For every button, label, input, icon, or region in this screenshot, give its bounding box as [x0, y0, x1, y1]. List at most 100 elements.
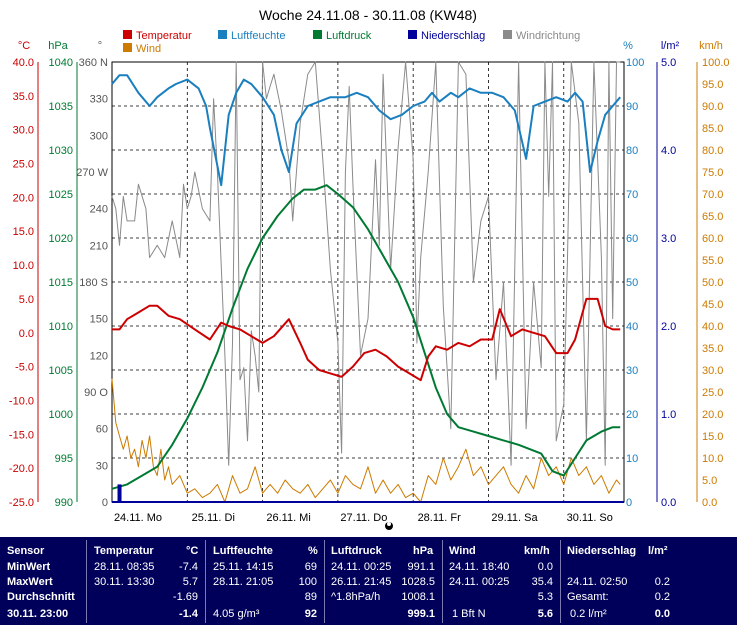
rain-tick-label: 1.0	[661, 409, 676, 421]
table-row: MaxWert 30.11. 13:30 5.7 28.11. 21:05 10…	[0, 576, 737, 591]
press-axis-unit: hPa	[48, 40, 68, 52]
temp-tick-label: 5.0	[19, 294, 34, 306]
cell: 24.11. 00:25	[449, 576, 510, 588]
row-label: MinWert	[7, 561, 51, 573]
row-label: Durchschnitt	[7, 591, 75, 603]
grid	[112, 62, 624, 502]
header-wind-unit: km/h	[524, 545, 550, 557]
dir-tick-label: 60	[96, 424, 108, 436]
wind-tick-label: 55.0	[702, 255, 723, 267]
cell: 0.2	[654, 591, 670, 603]
x-tick-label: 30.11. So	[567, 512, 613, 524]
cell: 1028.5	[401, 576, 435, 588]
chart-title: Woche 24.11.08 - 30.11.08 (KW48)	[259, 7, 477, 23]
cell: 35.4	[531, 576, 553, 588]
cell: 69	[304, 561, 317, 573]
row-label: 30.11. 23:00	[7, 608, 69, 620]
cell: 24.11. 18:40	[449, 561, 510, 573]
cell: 5.7	[182, 576, 198, 588]
rain-bar	[117, 484, 122, 502]
cell: -1.69	[172, 591, 198, 603]
temp-tick-label: 30.0	[13, 125, 34, 137]
cell: 0.0	[537, 561, 553, 573]
press-tick-label: 1000	[49, 409, 73, 421]
cell: 5.6	[537, 608, 553, 620]
temp-tick-label: -10.0	[9, 395, 34, 407]
series-line-temperatur	[112, 297, 621, 382]
header-rain: Niederschlag	[567, 545, 637, 557]
rain-tick-label: 0.0	[661, 497, 676, 509]
temp-tick-label: 15.0	[13, 226, 34, 238]
press-tick-label: 1035	[49, 101, 73, 113]
cell: -7.4	[179, 561, 198, 573]
dir-tick-label: 240	[90, 204, 108, 216]
dir-tick-label: 330	[90, 94, 108, 106]
cell: 0.2 l/m²	[570, 608, 607, 620]
wind-tick-label: 90.0	[702, 101, 723, 113]
wind-axis-unit: km/h	[699, 40, 723, 52]
hum-tick-label: 60	[626, 233, 638, 245]
legend-label: Windrichtung	[516, 30, 580, 42]
legend-swatch	[218, 30, 227, 39]
header-temp-unit: °C	[186, 545, 199, 557]
hum-tick-label: 0	[626, 497, 632, 509]
hum-tick-label: 40	[626, 321, 638, 333]
legend-swatch	[123, 30, 132, 39]
wind-tick-label: 30.0	[702, 365, 723, 377]
wind-tick-label: 25.0	[702, 387, 723, 399]
cell: 24.11. 02:50	[567, 576, 628, 588]
press-tick-label: 1010	[49, 321, 73, 333]
right-axes: %1009080706050403020100l/m²5.04.03.02.01…	[623, 40, 729, 509]
wind-tick-label: 15.0	[702, 431, 723, 443]
series-line-wind	[111, 378, 621, 503]
header-wind: Wind	[449, 545, 476, 557]
dir-tick-label: 150	[90, 314, 108, 326]
dir-tick-label: 120	[90, 350, 108, 362]
press-tick-label: 1030	[49, 145, 73, 157]
left-axes: °C 40.0 35.0 30.0 25.0 20.0 15.0 10.0 5.0 0.0 -5.0…	[9, 40, 109, 509]
legend-swatch	[123, 43, 132, 52]
cell: 25.11. 14:15	[213, 561, 274, 573]
current-time-marker	[385, 522, 393, 530]
cell: -1.4	[179, 608, 198, 620]
header-press: Luftdruck	[331, 545, 382, 557]
header-press-unit: hPa	[413, 545, 434, 557]
weather-chart: Woche 24.11.08 - 30.11.08 (KW48) Tempera…	[9, 7, 730, 530]
press-tick-label: 1005	[49, 365, 73, 377]
table-header: Sensor Temperatur °C Luftfeuchte % Luftd…	[0, 545, 737, 560]
cell: 30.11. 13:30	[94, 576, 155, 588]
cell: 26.11. 21:45	[331, 576, 392, 588]
header-temp: Temperatur	[94, 545, 154, 557]
header-sensor: Sensor	[7, 545, 45, 557]
cell: 999.1	[407, 608, 435, 620]
cell: 0.2	[654, 576, 670, 588]
dir-tick-label: 90 O	[84, 387, 108, 399]
cell: ^1.8hPa/h	[331, 591, 381, 603]
cell: 100	[298, 576, 317, 588]
legend-swatch	[313, 30, 322, 39]
cell: 991.1	[407, 561, 435, 573]
temp-tick-label: -20.0	[9, 463, 34, 475]
temp-tick-label: -5.0	[15, 362, 34, 374]
wind-tick-label: 5.0	[702, 475, 717, 487]
legend-swatch	[503, 30, 512, 39]
cell: 92	[304, 608, 317, 620]
temp-tick-label: -15.0	[9, 429, 34, 441]
hum-tick-label: 80	[626, 145, 638, 157]
cell: 4.05 g/m³	[213, 608, 260, 620]
legend: Temperatur Luftfeuchte Luftdruck Niederschl…	[123, 30, 580, 55]
hum-tick-label: 100	[626, 57, 644, 69]
wind-tick-label: 75.0	[702, 167, 723, 179]
rain-tick-label: 4.0	[661, 145, 676, 157]
cell: Gesamt:	[567, 591, 609, 603]
dir-tick-label: 360 N	[79, 57, 108, 69]
table-row: Durchschnitt -1.69 89 ^1.8hPa/h 1008.1 5…	[0, 591, 737, 606]
rain-tick-label: 5.0	[661, 57, 676, 69]
press-tick-label: 995	[55, 453, 73, 465]
wind-tick-label: 95.0	[702, 79, 723, 91]
wind-tick-label: 60.0	[702, 233, 723, 245]
header-hum: Luftfeuchte	[213, 545, 273, 557]
table-row: MinWert 28.11. 08:35 -7.4 25.11. 14:15 6…	[0, 561, 737, 576]
x-tick-label: 27.11. Do	[340, 512, 387, 524]
wind-tick-label: 80.0	[702, 145, 723, 157]
